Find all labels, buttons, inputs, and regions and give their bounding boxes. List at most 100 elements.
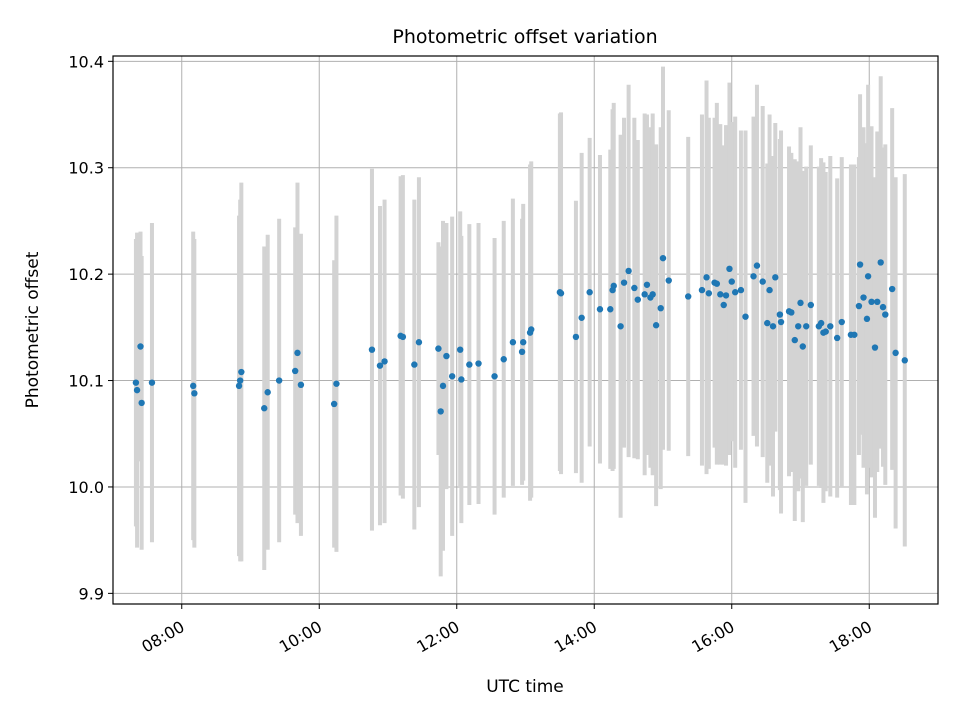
y-tick-label: 9.9 xyxy=(79,584,104,603)
data-point xyxy=(297,381,305,388)
data-point xyxy=(817,319,825,327)
data-point xyxy=(138,399,145,407)
data-point xyxy=(777,318,785,326)
data-point xyxy=(863,315,871,323)
data-point xyxy=(879,303,887,311)
data-point xyxy=(833,334,841,342)
data-point xyxy=(415,339,423,346)
data-point xyxy=(238,368,245,376)
data-point xyxy=(728,278,735,285)
data-point xyxy=(466,361,473,368)
data-point xyxy=(491,373,498,380)
data-point xyxy=(685,293,692,300)
data-point xyxy=(838,318,845,326)
data-point xyxy=(759,278,766,285)
data-point xyxy=(659,254,667,262)
data-point xyxy=(528,326,535,333)
data-point xyxy=(137,343,144,350)
data-point xyxy=(509,339,517,346)
y-gridlines xyxy=(113,60,938,594)
data-point xyxy=(705,290,713,297)
data-point xyxy=(877,259,884,266)
data-point xyxy=(578,314,585,321)
data-point xyxy=(264,389,271,396)
data-point xyxy=(132,379,140,386)
data-point xyxy=(520,339,527,346)
data-point xyxy=(776,311,784,318)
y-axis-label: Photometric offset xyxy=(23,251,43,408)
data-point xyxy=(657,304,664,312)
data-point xyxy=(788,309,795,316)
data-point xyxy=(399,333,407,341)
y-tick-label: 10.2 xyxy=(68,265,104,284)
data-point xyxy=(766,286,773,294)
data-point xyxy=(586,289,593,296)
data-point xyxy=(448,373,456,380)
data-point xyxy=(750,273,757,280)
data-point xyxy=(261,405,268,412)
x-axis-ticks: 08:00 10:00 12:00 14:00 16:00 18:00 xyxy=(138,604,875,657)
x-tick-label: 10:00 xyxy=(276,617,325,657)
y-axis-ticks: 9.9 10.0 10.1 10.2 10.3 10.4 xyxy=(68,52,113,603)
data-point xyxy=(294,349,301,357)
data-point xyxy=(722,292,730,299)
error-bars xyxy=(133,66,907,577)
data-point xyxy=(871,344,879,351)
data-point xyxy=(443,352,450,360)
data-point xyxy=(698,286,706,294)
data-points xyxy=(132,254,908,415)
data-point xyxy=(631,284,638,292)
data-point xyxy=(148,379,156,386)
data-point xyxy=(411,361,418,368)
data-point xyxy=(572,333,580,341)
data-point xyxy=(381,358,388,365)
data-point xyxy=(737,286,745,294)
data-point xyxy=(803,323,810,330)
data-point xyxy=(901,357,908,364)
data-point xyxy=(368,346,376,353)
data-point xyxy=(235,382,243,390)
data-point xyxy=(475,360,482,367)
data-point xyxy=(868,298,875,306)
data-point xyxy=(807,301,815,309)
plot-frame xyxy=(112,55,939,605)
data-point xyxy=(822,328,829,335)
data-point xyxy=(649,291,656,298)
data-point xyxy=(610,282,617,290)
data-point xyxy=(625,267,632,275)
data-point xyxy=(435,345,442,352)
data-point xyxy=(892,349,899,357)
data-point xyxy=(799,343,806,350)
x-tick-label: 08:00 xyxy=(138,617,187,657)
data-point xyxy=(190,382,197,390)
data-point xyxy=(874,298,881,306)
x-tick-label: 14:00 xyxy=(551,617,600,657)
data-point xyxy=(742,313,749,320)
data-point xyxy=(596,306,604,313)
data-point xyxy=(557,290,565,297)
y-tick-label: 10.0 xyxy=(68,478,104,497)
data-point xyxy=(620,279,628,286)
data-point xyxy=(795,323,802,330)
data-point xyxy=(607,306,614,313)
data-point xyxy=(726,265,733,273)
data-point xyxy=(439,382,447,390)
data-point xyxy=(717,291,724,298)
data-point xyxy=(791,336,798,344)
data-point xyxy=(456,346,464,353)
data-point xyxy=(855,302,863,310)
x-axis-label: UTC time xyxy=(486,677,564,697)
data-point xyxy=(703,274,710,281)
data-point xyxy=(860,294,867,301)
data-point xyxy=(617,323,624,330)
data-point xyxy=(731,289,739,296)
data-point xyxy=(518,348,526,356)
x-tick-label: 16:00 xyxy=(688,617,737,657)
data-point xyxy=(713,280,721,287)
data-point xyxy=(753,262,761,269)
y-tick-label: 10.4 xyxy=(68,52,104,71)
data-point xyxy=(643,281,651,288)
data-point xyxy=(333,380,340,387)
data-point xyxy=(764,319,771,327)
